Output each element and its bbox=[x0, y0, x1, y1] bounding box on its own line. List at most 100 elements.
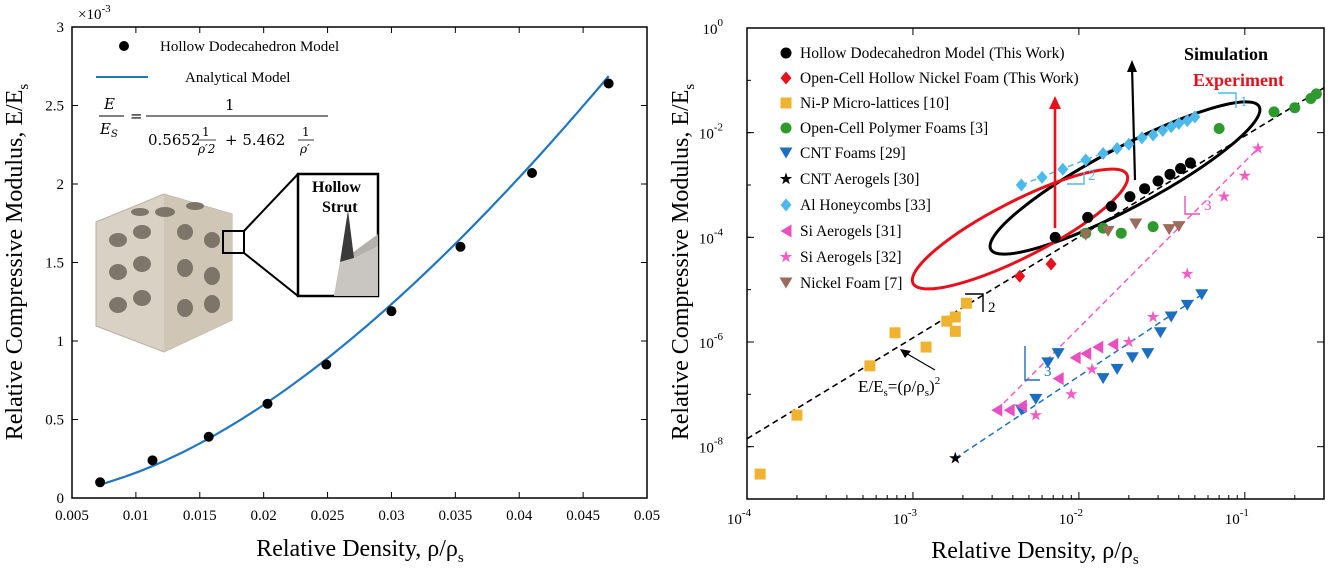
right-point-series-6 bbox=[1015, 178, 1027, 192]
slope-triangles: 2 1 2 3 3 bbox=[965, 92, 1248, 381]
legend-label-analytical: Analytical Model bbox=[185, 70, 290, 86]
analytical-model-line bbox=[99, 75, 610, 486]
eq-term2-coef: + 5.462 bbox=[225, 131, 285, 149]
legend-label-2: Ni-P Micro-lattices [10] bbox=[800, 95, 949, 112]
left-y-tick-label: 2.5 bbox=[45, 99, 64, 115]
right-point-series-2 bbox=[960, 297, 972, 309]
legend-marker-6 bbox=[780, 198, 792, 212]
legend-marker-7 bbox=[780, 224, 792, 238]
right-point-series-0 bbox=[1139, 183, 1151, 195]
slope-label-al-honeycomb: 1 bbox=[1240, 94, 1248, 110]
hollow-dodecahedron-point bbox=[147, 455, 158, 466]
right-x-tick-label: 10-1 bbox=[1225, 507, 1249, 528]
right-y-tick-label: 10-6 bbox=[699, 331, 724, 352]
left-x-tick-label: 0.045 bbox=[566, 508, 600, 524]
right-point-series-8 bbox=[1217, 190, 1231, 202]
hollow-dodecahedron-point bbox=[603, 78, 614, 89]
right-point-series-6 bbox=[1111, 141, 1123, 155]
hollow-dodecahedron-point bbox=[203, 431, 214, 442]
right-point-series-7 bbox=[991, 403, 1003, 417]
right-point-series-4 bbox=[1041, 357, 1055, 369]
legend-marker-4 bbox=[779, 147, 793, 159]
right-point-series-6 bbox=[1123, 137, 1135, 151]
right-point-series-9 bbox=[1101, 225, 1115, 237]
right-point-series-6 bbox=[1097, 146, 1109, 160]
right-point-series-6 bbox=[1147, 128, 1159, 142]
eq-term1-coef: 0.5652 bbox=[148, 131, 201, 149]
legend-label-8: Si Aerogels [32] bbox=[800, 249, 902, 266]
left-ticks: 0.005 0.01 0.015 0.02 0.025 0.03 0.035 0.04 0.04… bbox=[45, 20, 660, 524]
right-point-series-4 bbox=[1029, 393, 1043, 405]
right-point-series-4 bbox=[1195, 289, 1209, 301]
left-y-tick-label: 3 bbox=[57, 20, 65, 36]
right-point-series-3 bbox=[1115, 227, 1127, 239]
legend-marker-8 bbox=[779, 250, 793, 263]
right-x-label: Relative Density, ρ/ρs bbox=[931, 538, 1139, 568]
reference-line-label: E/Es=(ρ/ρs)2 bbox=[858, 375, 940, 399]
eq-term1-den: ρ′2 bbox=[197, 142, 215, 156]
right-point-series-3 bbox=[1147, 221, 1159, 233]
right-point-series-0 bbox=[1082, 211, 1094, 223]
legend-label-4: CNT Foams [29] bbox=[800, 145, 906, 162]
slope-label-ni-p: 2 bbox=[988, 300, 996, 316]
right-point-series-7 bbox=[1080, 347, 1092, 361]
right-point-series-2 bbox=[949, 311, 961, 323]
right-point-series-0 bbox=[1049, 231, 1061, 243]
right-point-series-6 bbox=[1057, 162, 1069, 176]
left-y-tick-label: 1.5 bbox=[45, 256, 64, 272]
right-point-series-2 bbox=[941, 315, 953, 327]
right-y-tick-label: 10-2 bbox=[699, 122, 723, 143]
left-y-tick-label: 0.5 bbox=[45, 413, 64, 429]
legend-label-9: Nickel Foam [7] bbox=[800, 275, 902, 292]
slope-label-cnt-foam: 3 bbox=[1044, 364, 1052, 380]
right-point-series-3 bbox=[1310, 88, 1322, 100]
legend-label-3: Open-Cell Polymer Foams [3] bbox=[800, 120, 988, 137]
legend-label-0: Hollow Dodecahedron Model (This Work) bbox=[800, 45, 1065, 62]
left-x-tick-label: 0.02 bbox=[251, 508, 277, 524]
legend-label-5: CNT Aerogels [30] bbox=[800, 171, 919, 188]
slope-label-si-aerogel: 3 bbox=[1204, 198, 1212, 214]
right-point-series-3 bbox=[1213, 123, 1225, 135]
right-point-series-2 bbox=[754, 468, 766, 480]
right-x-tick-label: 10-4 bbox=[727, 507, 752, 528]
hollow-strut-label-1: Hollow bbox=[312, 179, 361, 196]
left-x-tick-label: 0.035 bbox=[438, 508, 472, 524]
left-y-label: Relative Compressive Modulus, E/Es bbox=[2, 84, 32, 441]
right-point-series-8 bbox=[1238, 169, 1251, 181]
right-point-series-4 bbox=[1096, 373, 1110, 385]
experiment-ellipse bbox=[910, 167, 1130, 291]
hollow-dodecahedron-point bbox=[321, 359, 332, 370]
hollow-dodecahedron-point bbox=[95, 477, 106, 488]
right-chart: 10-4 10-3 10-2 10-1 10-8 10-6 10-4 10-2 100 2 1 … bbox=[668, 17, 1325, 568]
simulation-ellipse bbox=[988, 100, 1262, 256]
eq-equals: = bbox=[130, 107, 143, 125]
right-point-series-4 bbox=[1125, 352, 1139, 364]
inset-zoom-box bbox=[222, 230, 245, 254]
legend-marker-2 bbox=[780, 97, 792, 109]
right-x-tick-label: 10-3 bbox=[893, 507, 918, 528]
left-chart: 0.005 0.01 0.015 0.02 0.025 0.03 0.035 0.04 0.04… bbox=[2, 3, 660, 566]
hollow-dodecahedron-point bbox=[527, 168, 537, 179]
right-y-tick-label: 100 bbox=[703, 17, 724, 38]
lattice-illustration: Hollow Strut bbox=[95, 172, 380, 353]
right-point-series-8 bbox=[1122, 335, 1135, 348]
right-point-series-0 bbox=[1164, 168, 1176, 180]
right-point-series-9 bbox=[1162, 224, 1176, 236]
right-data-points bbox=[754, 88, 1322, 480]
right-point-series-0 bbox=[1184, 157, 1196, 169]
eq-rhs-num: 1 bbox=[225, 96, 235, 114]
right-point-series-6 bbox=[1157, 124, 1169, 138]
right-point-series-6 bbox=[1189, 110, 1201, 124]
left-y-multiplier: ×10-3 bbox=[78, 3, 111, 23]
left-legend: Hollow Dodecahedron Model Analytical Mod… bbox=[96, 39, 339, 86]
right-point-series-5 bbox=[949, 451, 962, 464]
right-point-series-1 bbox=[1014, 269, 1026, 283]
right-ticks: 10-4 10-3 10-2 10-1 10-8 10-6 10-4 10-2 100 bbox=[699, 17, 1324, 528]
right-point-series-8 bbox=[1065, 387, 1078, 400]
right-point-series-2 bbox=[920, 341, 932, 353]
analytical-equation: E ES = 1 0.5652 1 ρ′2 + 5.462 1 ρ′ bbox=[99, 95, 328, 156]
eq-lhs-num: E bbox=[103, 95, 115, 113]
eq-term2-one: 1 bbox=[302, 125, 310, 139]
legend-marker-9 bbox=[779, 277, 793, 289]
